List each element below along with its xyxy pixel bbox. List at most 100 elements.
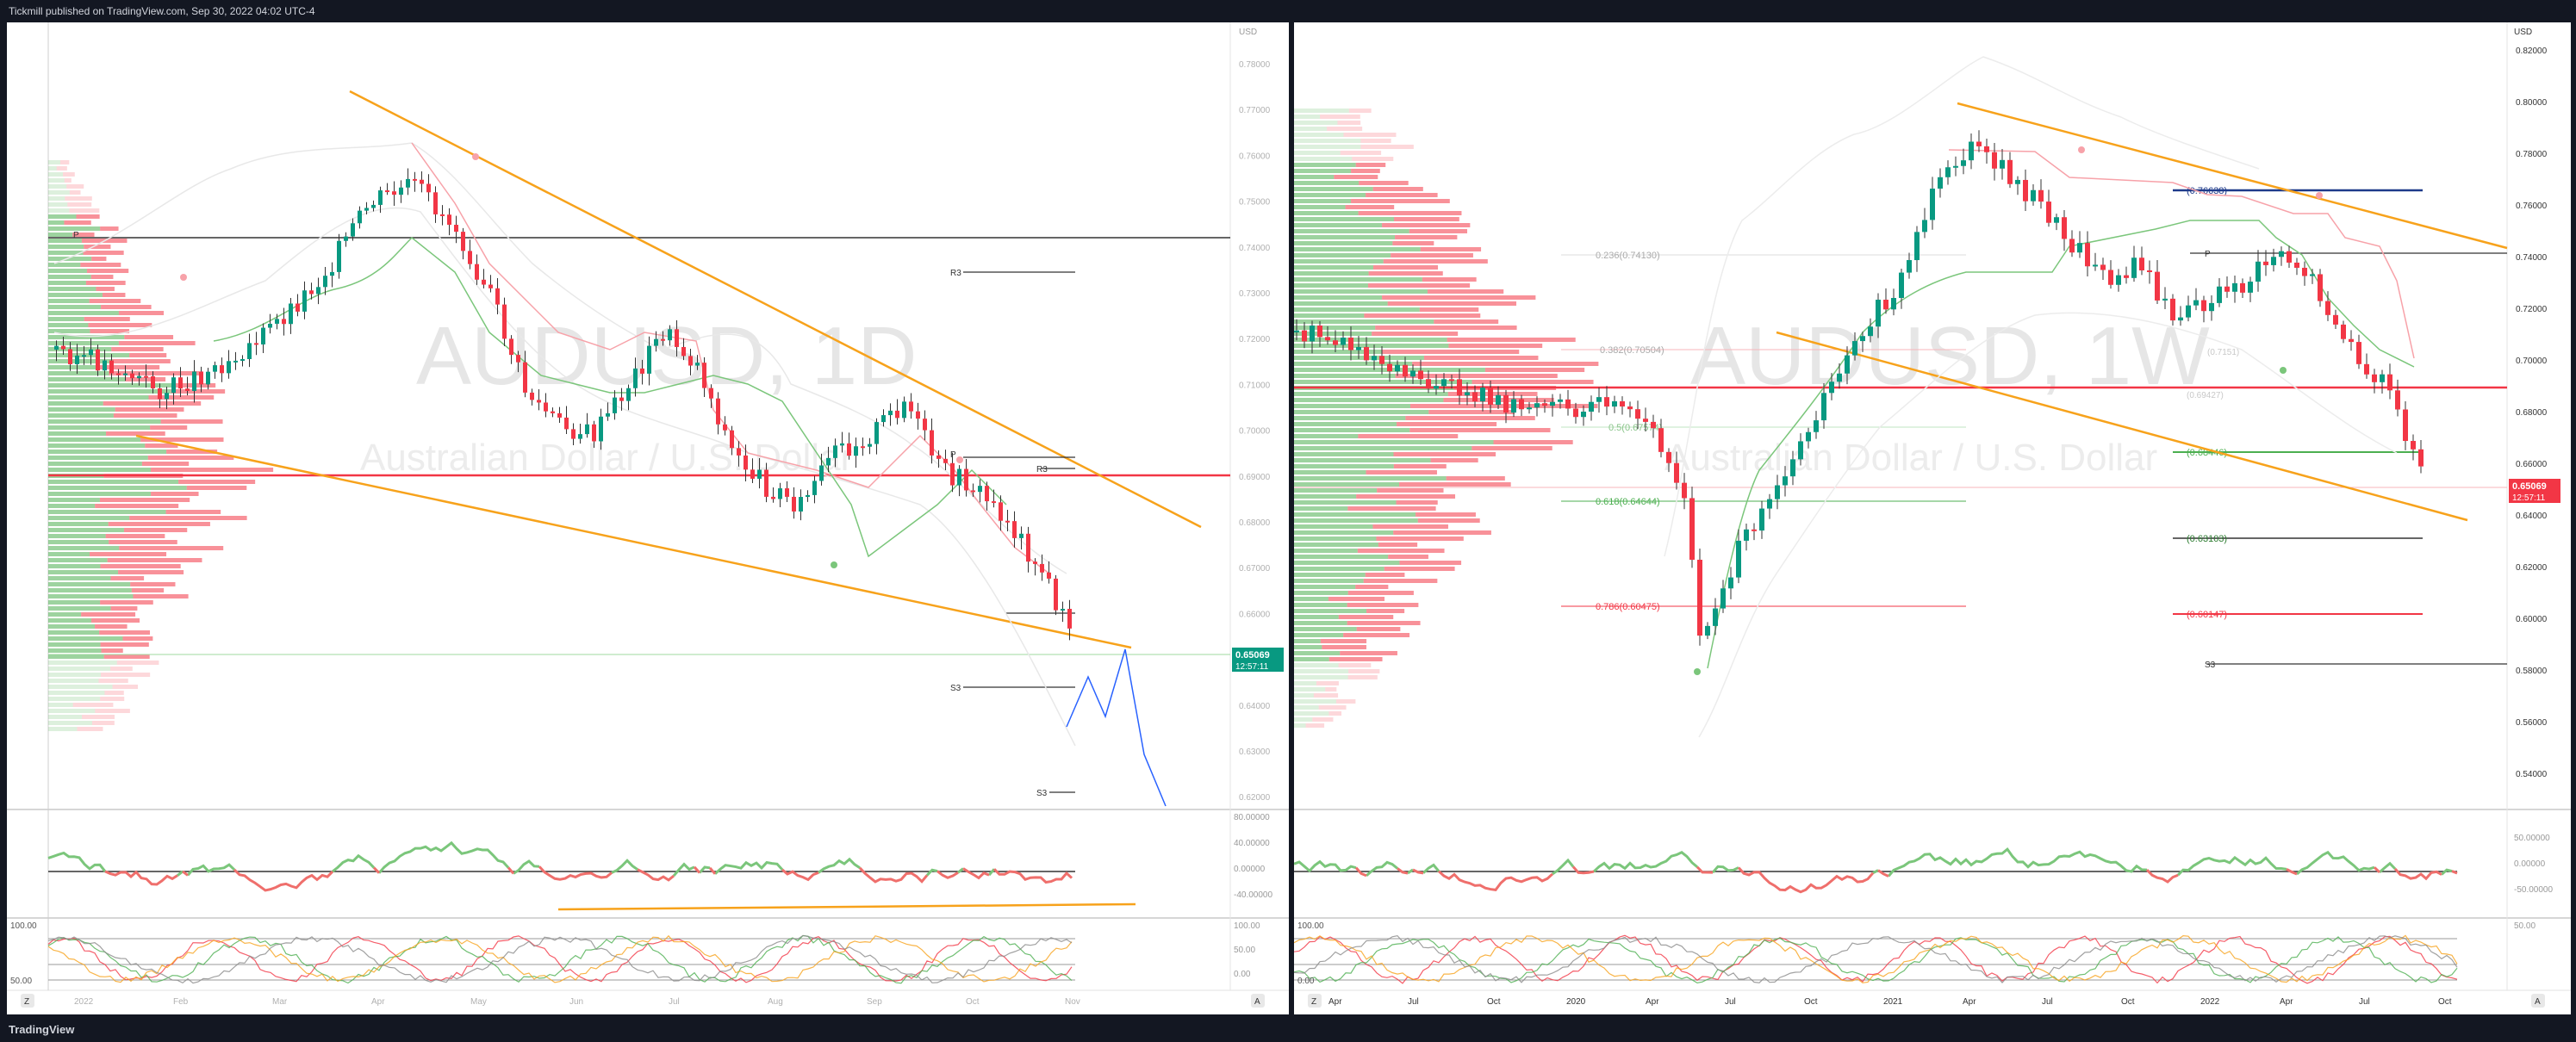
volume-bar [48,697,101,701]
candle-body [454,225,458,233]
candle-body [557,412,562,418]
volume-bar [165,510,221,514]
chart-panel-daily[interactable]: AUDUSD, 1D Australian Dollar / U.S. Doll… [7,22,1289,1014]
price-axis[interactable]: 0.82000 0.80000 0.78000 0.76000 0.74000 0.720… [2516,47,2548,779]
zoom-reset-button[interactable]: Z [1311,997,1316,1007]
volume-bar [109,371,199,375]
candle-body [578,434,582,439]
candle-body [1333,340,1338,345]
auto-scale-button[interactable]: A [1254,997,1260,1007]
level-60147: (0.60147) [2187,610,2227,620]
candle-body [89,349,93,356]
candle-body [861,446,865,449]
volume-bar [109,540,177,544]
candle-body [551,411,555,413]
candle-body [323,276,327,288]
time-tick: Oct [2438,997,2452,1007]
price-tick: 0.73000 [1239,289,1271,299]
volume-bar [84,317,130,321]
candle-body [2224,286,2230,292]
rsi-line-positive [1552,858,1575,876]
price-tick: 0.70000 [1239,427,1271,437]
rsi-line-negative [1877,869,1889,878]
volume-bar [131,588,165,592]
volume-bar [1428,410,1515,414]
candle-body [537,400,541,403]
volume-bar [1294,235,1396,239]
candle-body [1054,578,1058,611]
volume-bar [48,365,98,369]
volume-bar [1391,253,1473,257]
volume-bar [48,323,89,327]
candle-body [571,429,576,439]
tradingview-logo[interactable]: TradingView [9,1023,75,1036]
volume-bar [100,226,119,231]
daily-chart-svg[interactable]: AUDUSD, 1D Australian Dollar / U.S. Doll… [7,22,1289,1014]
price-tick: 0.68000 [1239,518,1271,528]
price-tick: 0.75000 [1239,198,1271,208]
volume-bar [48,287,96,291]
pivot-s3-label: S3 [950,684,961,693]
volume-bar [1294,404,1410,408]
candle-body [1620,400,1625,407]
time-axis[interactable]: Apr Jul Oct 2020 Apr Jul Oct 2021 Apr Jul Oct 2022 A… [1328,997,2452,1007]
volume-bar [1294,621,1347,625]
candle-body [778,488,782,499]
candle-body [1736,540,1741,578]
volume-bar [48,703,73,707]
weekly-chart-svg[interactable]: AUDUSD, 1W Australian Dollar / U.S. Doll… [1294,22,2571,1014]
volume-bar [48,594,134,599]
candle-body [1457,379,1462,396]
volume-bar [48,347,112,351]
volume-bar [1366,470,1437,474]
candle-body [2023,179,2028,202]
candle-body [1938,177,1943,189]
auto-scale-button[interactable]: A [2535,997,2541,1007]
volume-bar [1363,579,1438,583]
volume-bar [140,437,224,442]
rsi-line-negative [2373,866,2381,873]
rsi-pane[interactable]: 50.00000 0.00000 -50.00000 [1294,834,2553,895]
volume-bar [1294,392,1448,396]
candle-body [1356,346,1361,350]
candle-body [1067,608,1072,629]
volume-bar [1422,277,1477,282]
candle-body [344,236,348,241]
volume-bar [48,450,167,454]
rsi-line-negative [507,866,515,875]
volume-bar [48,202,68,207]
candle-body [2131,257,2137,278]
rsi-line-negative [637,868,675,882]
stoch-tick: 100.00 [1234,921,1260,931]
candle-body [943,458,948,463]
time-tick: Oct [2121,997,2135,1007]
candle-body [2100,264,2106,270]
volume-bar [1387,301,1517,306]
rsi-pane[interactable]: 80.00000 40.00000 0.00000 -40.00000 [47,813,1272,911]
volume-bar [1294,145,1361,149]
rsi-tick: 80.00000 [1234,813,1270,822]
time-tick: Apr [1646,997,1659,1007]
volume-bar [160,419,223,424]
candle-body [930,430,934,456]
stochastic-pane[interactable]: 50.00 100.00 0.00 [1294,921,2536,986]
candle-body [1837,373,1842,382]
volume-bar [1327,127,1363,131]
price-axis[interactable]: 0.78000 0.77000 0.76000 0.75000 0.74000 0.730… [1239,60,1271,803]
rsi-line-positive [818,857,861,874]
volume-bar [101,305,152,309]
time-axis[interactable]: 2022 Feb Mar Apr May Jun Jul Aug Sep Oct Nov [74,997,1080,1007]
volume-bar [1347,675,1378,679]
candle-body [2139,257,2144,270]
candle-body [309,290,314,295]
volume-bar [48,178,65,183]
price-tick: 0.58000 [2516,667,2548,676]
chart-panel-weekly[interactable]: AUDUSD, 1W Australian Dollar / U.S. Doll… [1294,22,2571,1014]
volume-bar [1493,440,1573,444]
price-tick: 0.78000 [1239,60,1271,70]
candle-body [1449,379,1454,381]
volume-bar [65,196,92,201]
zoom-reset-button[interactable]: Z [24,997,29,1007]
rsi-line-positive [177,870,184,877]
